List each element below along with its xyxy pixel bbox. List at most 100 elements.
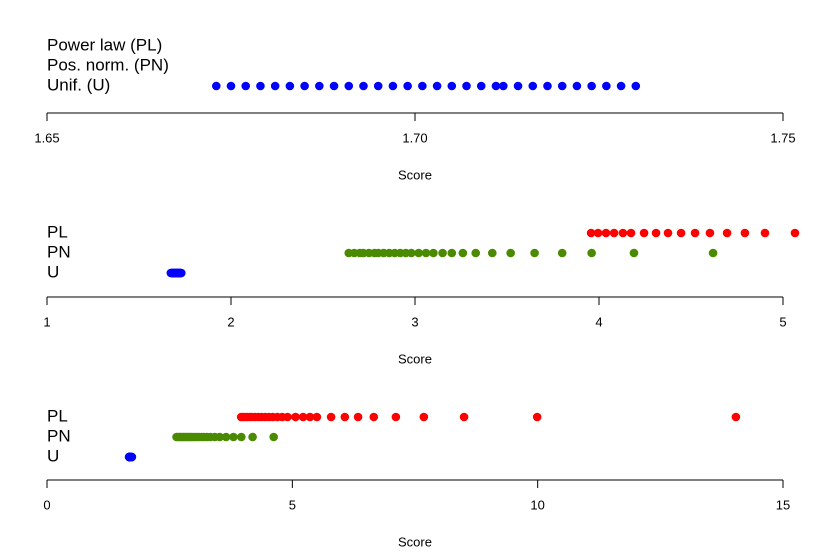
dot (298, 412, 308, 422)
dot (593, 228, 603, 238)
dot (221, 432, 231, 442)
row-label: U (47, 262, 59, 281)
dot (326, 412, 336, 422)
dot (626, 228, 636, 238)
row-label: PL (47, 406, 68, 425)
dot (373, 81, 383, 91)
dot (359, 81, 368, 91)
dot (369, 412, 379, 422)
dot (506, 248, 515, 258)
x-tick-label: 1.70 (402, 130, 427, 145)
dot (285, 81, 295, 91)
dot (432, 81, 442, 91)
dot (676, 228, 686, 238)
dot (229, 432, 238, 442)
dot (708, 248, 718, 258)
dot (532, 412, 542, 422)
x-tick-label: 15 (776, 497, 790, 512)
dot (403, 81, 412, 91)
row-label: PL (47, 222, 68, 241)
dot (543, 81, 552, 91)
dot (639, 228, 649, 238)
dot (499, 81, 508, 91)
dot (226, 81, 236, 91)
dot (237, 432, 246, 442)
dot (407, 248, 416, 258)
dot (631, 81, 641, 91)
dot (601, 228, 611, 238)
dot (418, 81, 427, 91)
dot (609, 228, 619, 238)
dot (557, 248, 567, 258)
x-tick-label: 1.65 (34, 130, 59, 145)
x-tick-label: 1.75 (770, 130, 795, 145)
dot (616, 81, 626, 91)
dot (790, 228, 800, 238)
dot (651, 228, 661, 238)
dot (740, 228, 750, 238)
dot (447, 248, 457, 258)
dot (421, 248, 431, 258)
dot (690, 228, 700, 238)
row-label: PN (47, 242, 71, 261)
dot (476, 81, 486, 91)
dot (388, 81, 398, 91)
dot (487, 248, 497, 258)
row-label: Unif. (U) (47, 75, 110, 94)
dot (315, 81, 324, 91)
dot (602, 81, 611, 91)
row-label: Pos. norm. (PN) (47, 55, 169, 74)
dot (447, 81, 457, 91)
dot (557, 81, 567, 91)
dot (270, 81, 280, 91)
row-label: U (47, 446, 59, 465)
dot (528, 81, 538, 91)
dot (127, 452, 137, 462)
x-tick-label: 3 (411, 314, 418, 329)
dot (305, 412, 315, 422)
dot (353, 412, 363, 422)
dot (344, 81, 354, 91)
row-label: Power law (PL) (47, 35, 162, 54)
dot (530, 248, 539, 258)
dot (419, 412, 429, 422)
dot (586, 228, 596, 238)
dot (283, 412, 292, 422)
dot (300, 81, 309, 91)
dot (256, 81, 265, 91)
dot (438, 248, 447, 258)
dot (618, 228, 628, 238)
dot (459, 412, 469, 422)
dot (629, 248, 639, 258)
dot (722, 228, 732, 238)
x-tick-label: 4 (595, 314, 602, 329)
dot (731, 412, 741, 422)
dot (491, 81, 501, 91)
x-tick-label: 5 (779, 314, 786, 329)
dot (429, 248, 438, 258)
x-axis-title: Score (398, 351, 432, 366)
dot (241, 81, 251, 91)
dot (587, 248, 596, 258)
dot (458, 248, 468, 258)
row-label: PN (47, 426, 71, 445)
x-axis-title: Score (398, 534, 432, 549)
dot (177, 268, 186, 278)
dot (513, 81, 523, 91)
dot (248, 432, 257, 442)
dot (211, 81, 221, 91)
dot (663, 228, 673, 238)
dot (391, 412, 401, 422)
x-axis-title: Score (398, 167, 432, 182)
dot (312, 412, 322, 422)
dot (471, 248, 481, 258)
x-tick-label: 10 (530, 497, 544, 512)
dot (414, 248, 423, 258)
dot (215, 432, 225, 442)
dot (587, 81, 596, 91)
dot (760, 228, 770, 238)
dot (269, 432, 278, 442)
x-tick-label: 2 (227, 314, 234, 329)
x-tick-label: 0 (43, 497, 50, 512)
